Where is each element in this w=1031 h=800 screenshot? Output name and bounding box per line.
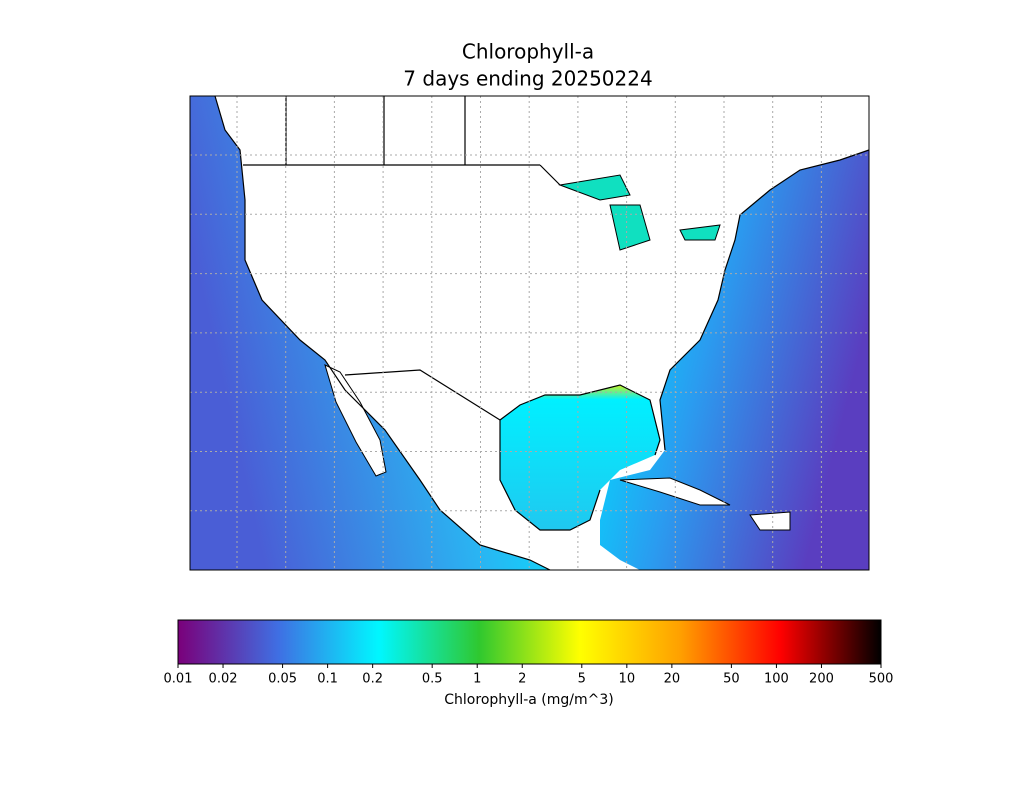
- colorbar-tick-label: 0.01: [164, 672, 193, 687]
- colorbar-tick-label: 10: [619, 672, 636, 687]
- colorbar-tick-label: 0.02: [209, 672, 238, 687]
- colorbar-tick-label: 1: [473, 672, 481, 687]
- colorbar-tick-label: 5: [578, 672, 586, 687]
- colorbar: [177, 619, 882, 665]
- colorbar-tick-label: 500: [869, 672, 894, 687]
- colorbar-tick-label: 100: [764, 672, 789, 687]
- colorbar-tick-label: 0.2: [362, 672, 383, 687]
- colorbar-tick-label: 20: [664, 672, 681, 687]
- colorbar-tick-label: 200: [809, 672, 834, 687]
- colorbar-tick-label: 50: [723, 672, 740, 687]
- colorbar-tick-label: 0.1: [317, 672, 338, 687]
- colorbar-tick-label: 0.05: [268, 672, 297, 687]
- colorbar-label: Chlorophyll-a (mg/m^3): [444, 692, 613, 708]
- title: Chlorophyll-a: [462, 40, 594, 64]
- colorbar-tick-label: 0.5: [422, 672, 443, 687]
- colorbar-tick-label: 2: [518, 672, 526, 687]
- subtitle: 7 days ending 20250224: [403, 67, 652, 91]
- map: [189, 95, 870, 571]
